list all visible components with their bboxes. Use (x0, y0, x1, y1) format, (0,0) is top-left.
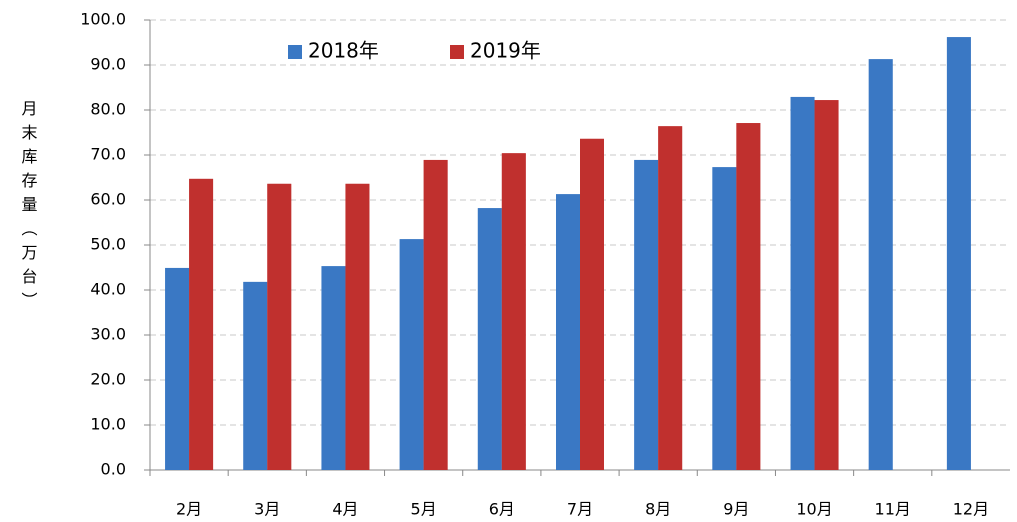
y-tick-label: 10.0 (90, 415, 126, 434)
x-tick-label: 2月 (176, 500, 202, 519)
x-tick-label: 3月 (254, 500, 280, 519)
bar (814, 100, 839, 470)
x-tick-label: 9月 (723, 500, 749, 519)
bar (321, 266, 346, 470)
y-tick-label: 50.0 (90, 235, 126, 254)
bar (946, 37, 971, 470)
bar (580, 138, 604, 471)
bar (189, 178, 214, 470)
bar (556, 194, 580, 470)
y-tick-label: 0.0 (101, 460, 126, 479)
y-tick-label: 90.0 (90, 55, 126, 74)
bar (868, 59, 893, 471)
x-tick-label: 5月 (411, 500, 437, 519)
x-tick-label: 10月 (796, 500, 832, 519)
legend-label: 2019年 (470, 39, 541, 63)
x-tick-label: 8月 (645, 500, 671, 519)
x-tick-label: 6月 (489, 500, 515, 519)
bar (165, 267, 190, 470)
bar (712, 167, 737, 470)
bar (423, 159, 448, 470)
y-tick-label: 40.0 (90, 280, 126, 299)
bar (345, 183, 370, 471)
bar (267, 183, 292, 471)
x-tick-label: 4月 (332, 500, 358, 519)
bar (736, 123, 761, 471)
bar (399, 239, 424, 470)
y-tick-label: 100.0 (80, 10, 126, 29)
bar (658, 126, 683, 470)
bar (501, 153, 526, 470)
bar (477, 208, 502, 470)
legend-label: 2018年 (308, 39, 379, 63)
y-tick-label: 30.0 (90, 325, 126, 344)
y-axis-label: 月末库存量（万台） (19, 100, 38, 316)
y-tick-label: 70.0 (90, 145, 126, 164)
x-tick-label: 11月 (875, 500, 911, 519)
x-tick-label: 7月 (567, 500, 593, 519)
y-tick-label: 20.0 (90, 370, 126, 389)
y-tick-label: 80.0 (90, 100, 126, 119)
bar (243, 281, 268, 470)
bar (790, 96, 815, 470)
legend-swatch (450, 45, 464, 59)
y-tick-label: 60.0 (90, 190, 126, 209)
x-tick-label: 12月 (953, 500, 989, 519)
bar (634, 159, 659, 470)
legend-swatch (288, 45, 302, 59)
